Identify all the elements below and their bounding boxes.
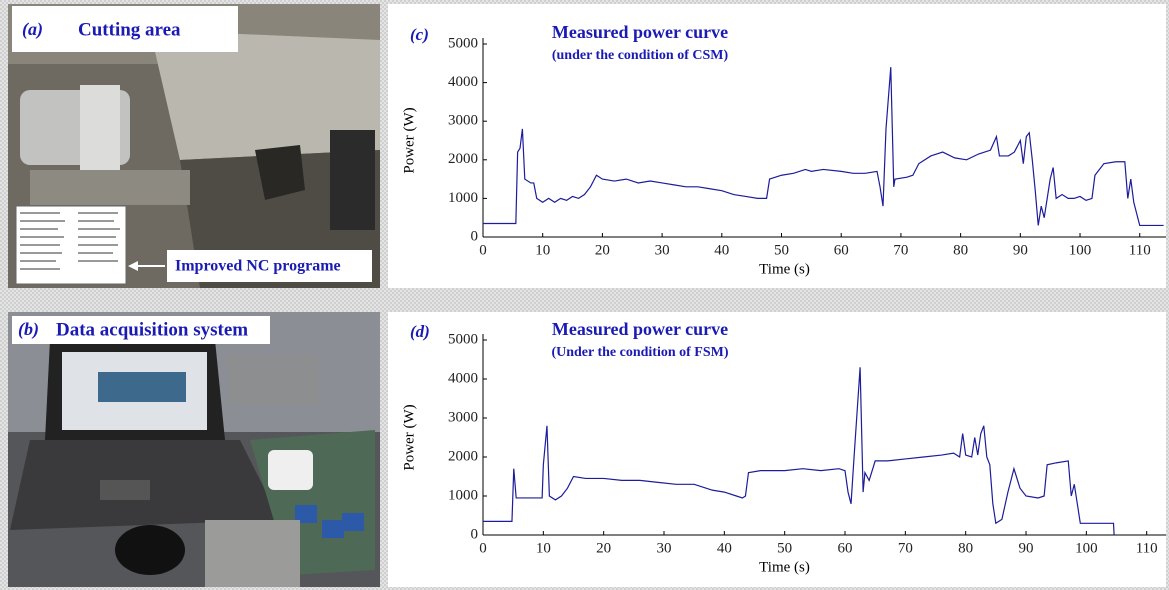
power-curve [483,367,1115,536]
x-tick-label: 20 [595,242,610,258]
x-tick-label: 10 [536,540,551,556]
y-tick-label: 4000 [448,370,478,386]
y-tick-label: 4000 [448,74,478,90]
power-curve [483,67,1164,227]
x-tick-label: 100 [1075,540,1098,556]
x-tick-label: 0 [479,540,487,556]
x-tick-label: 60 [834,242,849,258]
chart-title: Measured power curve [552,319,728,339]
x-axis-label: Time (s) [759,559,810,575]
x-tick-label: 10 [535,242,550,258]
x-tick-label: 60 [838,540,853,556]
chart-subtitle: (under the condition of CSM) [552,48,729,63]
x-axis-label: Time (s) [759,261,810,277]
y-tick-label: 1000 [448,190,478,206]
panel-label: (b) [18,319,39,340]
chart-panel [388,4,1166,288]
x-tick-label: 110 [1129,242,1151,258]
x-tick-label: 70 [898,540,913,556]
y-axis-label: Power (W) [401,404,417,470]
photo-a [8,4,380,288]
x-tick-label: 50 [777,540,792,556]
x-tick-label: 80 [953,242,968,258]
panel-title: Data acquisition system [56,319,248,340]
x-tick-label: 50 [774,242,789,258]
y-tick-label: 5000 [448,35,478,51]
y-tick-label: 0 [471,228,479,244]
x-tick-label: 20 [596,540,611,556]
y-tick-label: 1000 [448,487,478,503]
panel-label: (c) [410,25,429,44]
y-axis-label: Power (W) [401,107,417,173]
chart-subtitle: (Under the condition of FSM) [551,345,728,360]
x-tick-label: 100 [1069,242,1092,258]
x-tick-label: 110 [1136,540,1158,556]
y-tick-label: 3000 [448,409,478,425]
annotation: Improved NC programe [175,258,341,275]
y-tick-label: 2000 [448,448,478,464]
x-tick-label: 40 [717,540,732,556]
y-tick-label: 3000 [448,113,478,129]
panel-title: Cutting area [78,19,181,40]
x-tick-label: 0 [479,242,487,258]
x-tick-label: 70 [893,242,908,258]
x-tick-label: 30 [657,540,672,556]
y-tick-label: 0 [471,526,479,542]
y-tick-label: 5000 [448,331,478,347]
x-tick-label: 30 [655,242,670,258]
y-tick-label: 2000 [448,151,478,167]
x-tick-label: 90 [1013,242,1028,258]
x-tick-label: 80 [958,540,973,556]
photo-b [8,312,380,587]
x-tick-label: 90 [1019,540,1034,556]
chart-title: Measured power curve [552,22,728,42]
panel-label: (d) [410,322,430,341]
chart-panel [388,312,1166,587]
panel-label: (a) [22,19,43,40]
x-tick-label: 40 [714,242,729,258]
